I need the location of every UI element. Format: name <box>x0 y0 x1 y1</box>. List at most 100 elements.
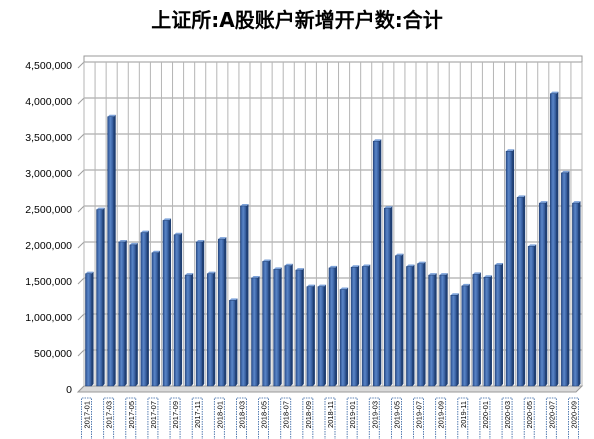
x-tick-box <box>435 397 447 439</box>
bar-top <box>273 267 282 270</box>
x-tick-group: 2020-03 <box>501 397 513 439</box>
bar <box>162 220 170 387</box>
bar-top <box>494 263 504 266</box>
bar-side <box>290 263 293 386</box>
bar-top <box>406 264 415 267</box>
bar <box>428 274 435 387</box>
x-tick-box <box>125 397 137 439</box>
bar-top <box>162 218 172 221</box>
x-tick-label: 2019-01 <box>348 401 357 429</box>
gridline-diagonal <box>77 61 85 69</box>
bar-top <box>539 201 548 204</box>
bar-side <box>501 263 504 386</box>
x-tick-label: 2018-09 <box>304 401 313 429</box>
gridline-diagonal <box>77 133 85 141</box>
x-tick-box <box>147 397 159 439</box>
bar-top <box>572 201 581 204</box>
bar-side <box>191 273 194 386</box>
bar-top <box>417 261 426 264</box>
x-tick-label: 2019-09 <box>437 401 446 429</box>
bar-side <box>213 271 216 386</box>
y-tick-label: 3,500,000 <box>25 132 72 144</box>
y-tick-label: 4,500,000 <box>25 60 72 72</box>
x-tick-label: 2020-07 <box>547 401 556 429</box>
x-tick-box <box>236 397 247 439</box>
bar-top <box>174 232 183 235</box>
bar <box>317 286 325 387</box>
x-tick-group: 2019-01 <box>346 397 358 439</box>
x-tick-box <box>324 397 336 439</box>
x-tick-label: 2019-07 <box>415 401 424 429</box>
bar-side <box>412 264 415 386</box>
bar-top <box>483 275 492 278</box>
x-tick-group: 2020-05 <box>523 397 535 439</box>
bar-side <box>445 273 448 386</box>
bar <box>417 263 424 387</box>
x-tick-label: 2020-05 <box>525 401 534 429</box>
x-tick-group: 2019-09 <box>435 397 447 439</box>
bar <box>561 172 568 387</box>
gridline-diagonal <box>77 169 85 177</box>
y-tick-label: 2,000,000 <box>25 240 72 252</box>
bar <box>372 140 380 387</box>
bar-top <box>306 284 315 287</box>
bar-side <box>102 207 105 386</box>
bar-top <box>351 265 360 268</box>
x-tick-box <box>390 397 402 439</box>
bar-side <box>545 201 548 386</box>
x-tick-group: 2017-03 <box>103 397 115 439</box>
bar <box>206 273 214 387</box>
bar-side <box>113 114 116 386</box>
x-tick-box <box>523 397 535 439</box>
bar <box>229 300 236 387</box>
x-tick-group: 2019-03 <box>368 397 380 439</box>
x-tick-label: 2017-03 <box>105 401 114 429</box>
bar-top <box>218 237 227 240</box>
bar-side <box>91 271 94 386</box>
x-tick-group: 2020-07 <box>545 397 557 439</box>
bar-top <box>240 204 249 206</box>
bar <box>395 255 402 387</box>
x-tick-group: 2018-05 <box>258 397 270 439</box>
bar <box>439 274 446 387</box>
bar-side <box>224 237 227 386</box>
chart-title: 上证所:A股账户新增开户数:合计 <box>151 8 443 32</box>
x-tick-box <box>191 397 203 439</box>
y-tick-label: 1,500,000 <box>25 276 72 288</box>
bar <box>406 266 413 387</box>
bar-top <box>373 139 382 142</box>
x-tick-label: 2018-03 <box>237 401 246 429</box>
bar-side <box>523 195 526 386</box>
bar-top <box>251 276 260 278</box>
bar-top <box>428 273 437 276</box>
x-tick-label: 2019-05 <box>392 401 401 429</box>
bar <box>184 274 192 387</box>
x-tick-group: 2019-11 <box>457 397 469 439</box>
x-tick-group: 2017-05 <box>125 397 137 439</box>
bar <box>218 238 225 387</box>
bar <box>550 93 557 387</box>
gridline-diagonal <box>77 241 85 249</box>
x-tick-box <box>368 397 380 439</box>
bar-top <box>262 259 271 262</box>
bar-top <box>207 271 216 274</box>
gridline-diagonal <box>77 277 85 285</box>
bar-side <box>323 284 326 386</box>
x-tick-group: 2017-01 <box>81 397 92 439</box>
bar-top <box>229 298 238 301</box>
bar-side <box>578 201 581 386</box>
y-tick-label: 3,000,000 <box>25 168 72 180</box>
x-tick-label: 2020-01 <box>481 401 490 429</box>
bar-top <box>118 240 127 242</box>
x-tick-group: 2018-11 <box>324 397 336 439</box>
bar-top <box>85 271 94 274</box>
bar <box>494 264 502 387</box>
bar-side <box>567 170 570 386</box>
bar-side <box>268 259 271 386</box>
bar-side <box>556 91 559 387</box>
y-tick-label: 4,000,000 <box>25 96 72 108</box>
bar <box>483 277 491 387</box>
x-tick-box <box>258 397 270 439</box>
bar-top <box>140 230 149 233</box>
bar-side <box>390 206 393 386</box>
